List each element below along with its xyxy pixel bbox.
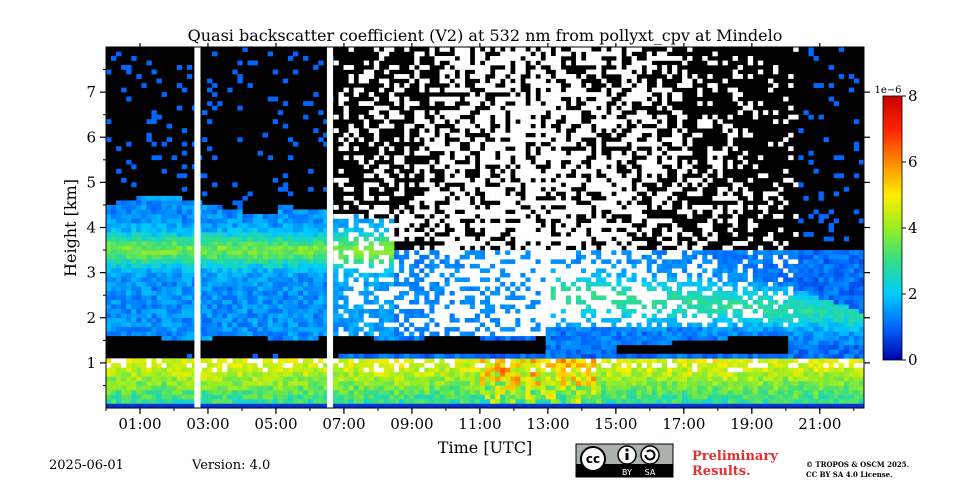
y-tick-label: 3 (86, 264, 96, 282)
x-tick-label: 13:00 (526, 415, 569, 433)
x-axis: 01:00 03:00 05:00 07:00 09:00 11:00 13:00 15:00… (105, 43, 855, 433)
x-tick-label: 17:00 (662, 415, 705, 433)
cc-license-badge: cc BY SA (575, 443, 674, 478)
cc-icon-text: cc (586, 452, 600, 466)
data-gap-0 (194, 47, 201, 408)
x-tick-label: 07:00 (322, 415, 365, 433)
cc-icon (580, 446, 606, 472)
x-tick-label: 15:00 (594, 415, 637, 433)
colorbar-tick-label: 4 (908, 219, 918, 237)
y-tick-label: 5 (86, 173, 96, 191)
colorbar: 1e−6 0 2 4 6 8 (874, 85, 917, 369)
y-axis-label: Height [km] (61, 179, 80, 277)
x-tick-label: 05:00 (254, 415, 297, 433)
y-tick-label: 4 (86, 219, 96, 237)
colorbar-tick-label: 8 (908, 87, 918, 105)
colorbar-tick-label: 0 (908, 351, 918, 369)
data-gaps (194, 47, 334, 408)
x-tick-label: 03:00 (186, 415, 229, 433)
by-text: BY (622, 468, 632, 477)
y-tick-label: 7 (86, 83, 96, 101)
chart-title: Quasi backscatter coefficient (V2) at 53… (188, 26, 783, 45)
y-tick-label: 6 (86, 128, 96, 146)
copyright-line1: © TROPOS & OSCM 2025. (806, 460, 910, 469)
colorbar-tick-label: 6 (908, 153, 918, 171)
x-tick-label: 01:00 (118, 415, 161, 433)
footer-version: Version: 4.0 (192, 458, 271, 473)
x-tick-label: 11:00 (458, 415, 501, 433)
y-tick-label: 1 (86, 354, 96, 372)
data-gap-1 (326, 47, 334, 408)
preliminary-line2: Results. (692, 464, 751, 479)
sa-text: SA (645, 468, 656, 477)
preliminary-line1: Preliminary (692, 449, 778, 464)
y-tick-label: 2 (86, 309, 96, 327)
footer-date: 2025-06-01 (49, 458, 124, 473)
x-axis-label: Time [UTC] (438, 438, 532, 457)
copyright-line2: CC BY SA 4.0 License. (806, 470, 893, 479)
x-tick-label: 19:00 (730, 415, 773, 433)
sa-icon (640, 445, 660, 465)
x-tick-label: 09:00 (390, 415, 433, 433)
colorbar-scale-label: 1e−6 (874, 85, 901, 96)
preliminary-note: Preliminary Results. (692, 449, 778, 479)
colorbar-tick-label: 2 (908, 285, 918, 303)
y-axis: 1 2 3 4 5 6 7 (86, 69, 870, 386)
plot-area (105, 46, 865, 409)
x-tick-label: 21:00 (798, 415, 841, 433)
colorbar-gradient (882, 95, 903, 361)
copyright-note: © TROPOS & OSCM 2025. CC BY SA 4.0 Licen… (806, 460, 909, 480)
